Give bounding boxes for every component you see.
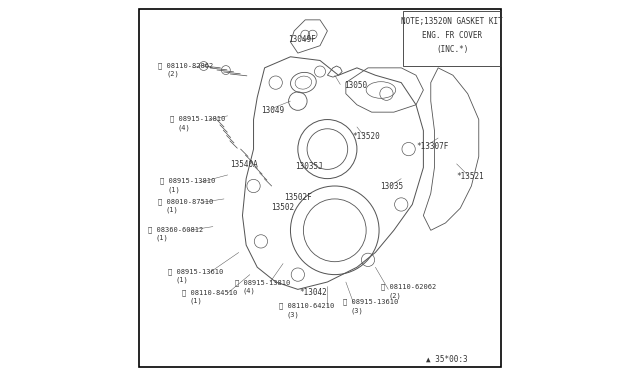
Text: Ⓑ 08110-62062: Ⓑ 08110-62062: [381, 283, 436, 290]
Text: 13502: 13502: [271, 203, 294, 212]
Text: 13050: 13050: [344, 81, 367, 90]
Text: (2): (2): [388, 292, 401, 299]
Text: (2): (2): [167, 71, 180, 77]
Text: Ⓟ 08915-13610: Ⓟ 08915-13610: [168, 268, 223, 275]
Text: 13502F: 13502F: [285, 193, 312, 202]
Text: Ⓢ 08360-60812: Ⓢ 08360-60812: [148, 226, 204, 233]
Text: *13042: *13042: [300, 288, 328, 297]
Text: (1): (1): [166, 207, 179, 213]
Text: 13035: 13035: [380, 182, 403, 191]
Text: (3): (3): [350, 307, 363, 314]
Text: (1): (1): [168, 186, 180, 193]
Text: 13049F: 13049F: [289, 35, 316, 44]
Text: 13035J: 13035J: [295, 161, 323, 170]
Text: *13307F: *13307F: [417, 142, 449, 151]
Text: ▲ 35*00:3: ▲ 35*00:3: [426, 355, 468, 364]
Text: Ⓑ 08110-64210: Ⓑ 08110-64210: [278, 303, 334, 309]
Text: 13540A: 13540A: [230, 160, 258, 170]
Text: Ⓟ 08915-13810: Ⓟ 08915-13810: [170, 115, 225, 122]
Text: (1): (1): [175, 277, 188, 283]
Text: (1): (1): [189, 298, 202, 304]
Text: *13520: *13520: [353, 132, 380, 141]
Text: Ⓑ 08110-82862: Ⓑ 08110-82862: [157, 62, 212, 69]
Text: Ⓑ 08010-87510: Ⓑ 08010-87510: [158, 198, 214, 205]
Text: *13521: *13521: [456, 171, 484, 180]
Text: Ⓟ 08915-13610: Ⓟ 08915-13610: [343, 299, 398, 305]
Text: NOTE;13520N GASKET KIT: NOTE;13520N GASKET KIT: [401, 17, 503, 26]
Text: Ⓑ 08110-84510: Ⓑ 08110-84510: [182, 289, 237, 296]
Text: 13049: 13049: [261, 106, 284, 115]
Text: (4): (4): [243, 288, 255, 295]
Text: (INC.*): (INC.*): [436, 45, 468, 54]
Text: (3): (3): [286, 311, 299, 318]
Text: ENG. FR COVER: ENG. FR COVER: [422, 31, 483, 40]
Text: Ⓟ 08915-13810: Ⓟ 08915-13810: [161, 177, 216, 184]
Text: (1): (1): [156, 235, 168, 241]
Text: (4): (4): [177, 124, 190, 131]
Text: Ⓟ 08915-13810: Ⓟ 08915-13810: [235, 279, 291, 286]
